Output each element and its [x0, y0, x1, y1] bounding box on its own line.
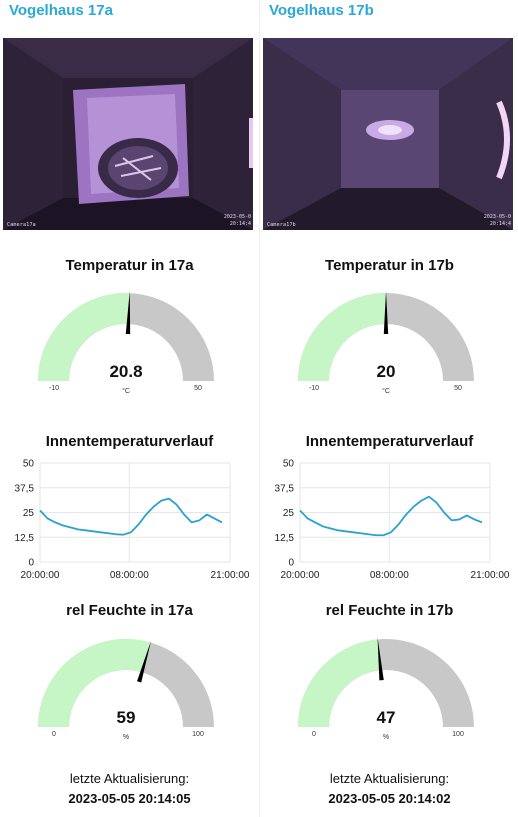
temperature-gauge-svg: 20 °C -10 50: [298, 291, 474, 395]
last-update-label: letzte Aktualisierung:: [69, 771, 190, 786]
gauge-unit: °C: [122, 387, 130, 395]
gauge-min-label: -10: [309, 385, 319, 392]
temperature-gauge-svg: 20.8 °C -10 50: [38, 291, 214, 395]
humidity-gauge: 59% 0 100: [0, 630, 259, 750]
last-update-label: letzte Aktualisierung:: [329, 771, 450, 786]
gauge-fill: [298, 293, 386, 381]
gauge-max-label: 100: [452, 731, 464, 738]
temperature-history-chart: 50 37,5 25 12,5 0 20:00:00 08:00:00 21:00:00: [260, 455, 518, 585]
series-line: [299, 495, 483, 537]
last-update-value: 2023-05-05 20:14:02: [328, 791, 451, 806]
y-tick-label: 12,5: [275, 533, 295, 544]
gauge-needle: [125, 291, 131, 335]
gauge-fill: [38, 293, 130, 381]
y-tick-label: 50: [23, 459, 35, 470]
camera-label: Camera17a: [7, 222, 36, 228]
y-tick-label: 0: [28, 558, 34, 569]
x-tick-label: 21:00:00: [471, 570, 510, 581]
x-tick-label: 21:00:00: [211, 570, 250, 581]
history-chart-svg: 50 37,5 25 12,5 020:00:00 08:00:00 21:00:00: [275, 459, 510, 582]
panel-17b: Vogelhaus 17b Camera17b 2023-05-0 20:14:…: [259, 0, 518, 817]
temperature-gauge: 20 °C -10 50: [260, 284, 518, 404]
y-tick-label: 12,5: [15, 533, 35, 544]
series-line: [39, 497, 223, 536]
gauge-needle: [136, 640, 152, 683]
x-tick-label: 08:00:00: [110, 570, 149, 581]
temperature-title: Temperatur in 17b: [325, 257, 454, 274]
x-tick-label: 20:00:00: [281, 570, 320, 581]
camera-timestamp-time: 20:14:4: [229, 221, 251, 227]
house-title: Vogelhaus 17a: [9, 2, 113, 19]
y-tick-label: 50: [283, 459, 295, 470]
gauge-fill: [38, 639, 151, 727]
house-title: Vogelhaus 17b: [269, 2, 374, 19]
gauge-min-label: 0: [52, 731, 56, 738]
y-tick-label: 25: [283, 508, 295, 519]
temperature-title: Temperatur in 17a: [65, 257, 194, 274]
gauge-min-label: -10: [49, 385, 59, 392]
panel-17a: Vogelhaus 17a Camera17a 2023-05-0 20:14:…: [0, 2, 259, 806]
x-tick-label: 20:00:00: [21, 570, 60, 581]
camera-image[interactable]: Camera17a 2023-05-0 20:14:4: [3, 38, 253, 230]
camera-timestamp-date: 2023-05-0: [483, 214, 511, 220]
temperature-history-chart: 50 37,5 25 12,5 0 20:00:00 08:00:00 21:00:00: [0, 455, 259, 585]
camera-timestamp-time: 20:14:4: [489, 221, 511, 227]
gauge-unit: %: [123, 734, 129, 741]
humidity-gauge-svg: 47% 0 100: [298, 637, 474, 741]
history-title: Innentemperaturverlauf: [45, 433, 214, 450]
gauge-value: 59: [117, 708, 136, 727]
y-tick-label: 37,5: [275, 483, 295, 494]
gauge-unit: %: [383, 734, 389, 741]
gauge-max-label: 100: [192, 731, 204, 738]
camera-timestamp: 2023-05-0 20:14:4: [484, 214, 511, 228]
camera-label: Camera17b: [267, 222, 296, 228]
camera-feed-graphic: [3, 38, 253, 230]
gauge-fill: [298, 639, 381, 727]
history-title: Innentemperaturverlauf: [305, 433, 474, 450]
gauge-min-label: 0: [312, 731, 316, 738]
temperature-gauge: 20.8 °C -10 50: [0, 284, 259, 404]
last-update-value: 2023-05-05 20:14:05: [68, 791, 191, 806]
history-chart-svg: 50 37,5 25 12,5 020:00:00 08:00:00 21:00:00: [15, 459, 250, 582]
gauge-needle: [377, 637, 384, 681]
camera-timestamp: 2023-05-0 20:14:4: [224, 214, 251, 228]
camera-timestamp-date: 2023-05-0: [223, 214, 251, 220]
humidity-title: rel Feuchte in 17a: [66, 602, 193, 619]
gauge-value: 20: [377, 362, 396, 381]
humidity-title: rel Feuchte in 17b: [325, 602, 454, 619]
gauge-unit: °C: [382, 387, 390, 395]
gauge-max-label: 50: [194, 385, 202, 392]
y-tick-label: 25: [23, 508, 35, 519]
y-tick-label: 0: [288, 558, 294, 569]
humidity-gauge-svg: 59% 0 100: [38, 639, 214, 741]
gauge-max-label: 50: [454, 385, 462, 392]
y-tick-label: 37,5: [15, 483, 35, 494]
camera-image[interactable]: Camera17b 2023-05-0 20:14:4: [263, 38, 513, 230]
gauge-value: 47: [377, 708, 396, 727]
camera-feed-graphic: [263, 38, 513, 230]
humidity-gauge: 47% 0 100: [260, 630, 518, 750]
x-tick-label: 08:00:00: [370, 570, 409, 581]
gauge-value: 20.8: [109, 362, 142, 381]
gauge-needle: [383, 291, 389, 334]
